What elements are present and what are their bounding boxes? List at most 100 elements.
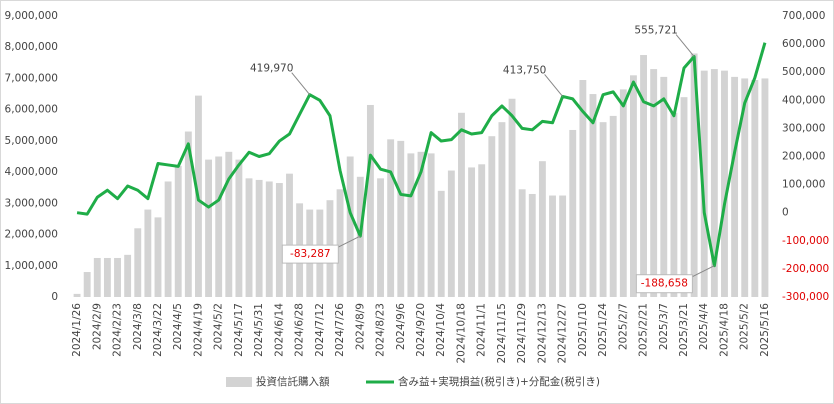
y-tick-label: 8,000,000 [5, 41, 58, 53]
x-tick-label: 2024/6/14 [273, 303, 285, 357]
data-label: -83,287 [290, 248, 331, 260]
bar [670, 112, 678, 298]
label-box [635, 274, 693, 294]
x-tick-label: 2024/9/20 [415, 303, 427, 357]
x-tick-label: 2024/1/26 [71, 303, 83, 357]
y2-tick-label: -300,000 [782, 291, 829, 303]
x-tick-label: 2024/2/23 [112, 303, 124, 357]
bar [417, 151, 425, 297]
bar [488, 136, 496, 297]
bar [731, 76, 739, 297]
bar [599, 122, 607, 298]
bar [255, 179, 263, 297]
x-tick-label: 2024/5/31 [253, 303, 265, 357]
x-tick-label: 2025/5/16 [759, 303, 771, 357]
bar [528, 193, 536, 297]
y2-tick-label: 100,000 [782, 179, 825, 191]
bar [629, 75, 637, 297]
y2-tick-label: 500,000 [782, 66, 825, 78]
legend-label: 投資信託購入額 [256, 375, 330, 388]
leader-line [544, 74, 564, 97]
bar [174, 165, 182, 297]
y2-tick-label: 400,000 [782, 94, 825, 106]
bar [538, 161, 546, 297]
bar [751, 80, 759, 297]
bar [124, 254, 132, 297]
x-tick-label: 2024/2/9 [91, 303, 103, 350]
bar [377, 178, 384, 297]
x-tick-label: 2025/1/24 [597, 303, 609, 357]
y-tick-label: 0 [51, 291, 58, 303]
x-tick-label: 2024/10/4 [435, 303, 447, 357]
bar [468, 167, 476, 297]
x-tick-label: 2025/5/2 [739, 303, 751, 350]
bar [103, 257, 111, 297]
bar [589, 94, 597, 297]
y-tick-label: 6,000,000 [5, 104, 58, 116]
bar [205, 159, 213, 297]
bar [134, 228, 142, 297]
bar [619, 89, 627, 297]
bar [549, 195, 556, 297]
x-tick-label: 2024/11/1 [476, 303, 488, 357]
legend-label: 含み益+実現損益(税引き)+分配金(税引き) [398, 375, 600, 388]
y-tick-label: 5,000,000 [5, 135, 58, 147]
leader-line [675, 34, 695, 57]
bar [235, 159, 243, 297]
x-tick-label: 2024/8/23 [375, 303, 387, 357]
bar [559, 195, 567, 297]
x-tick-label: 2024/10/18 [455, 303, 467, 364]
bar [710, 69, 718, 297]
bar [286, 173, 293, 297]
x-tick-label: 2025/3/7 [658, 303, 670, 350]
bar [478, 164, 486, 297]
bar [407, 153, 415, 297]
bar [114, 257, 121, 297]
data-label: 555,721 [634, 25, 677, 37]
y2-tick-label: 700,000 [782, 10, 825, 22]
y-tick-label: 4,000,000 [5, 166, 58, 178]
y-tick-label: 7,000,000 [5, 72, 58, 84]
y2-tick-label: 300,000 [782, 122, 825, 134]
data-label: -188,658 [641, 278, 688, 290]
x-tick-label: 2024/3/22 [152, 303, 164, 357]
bar [275, 183, 283, 297]
y2-tick-label: 600,000 [782, 38, 825, 50]
bar [579, 80, 587, 297]
y2-tick-label: -100,000 [782, 235, 829, 247]
bar [498, 122, 506, 298]
y-tick-label: 1,000,000 [5, 260, 58, 272]
bar [245, 178, 253, 297]
bar [660, 76, 668, 297]
bar [346, 156, 354, 297]
y2-tick-label: -200,000 [782, 263, 829, 275]
x-tick-label: 2024/11/15 [496, 303, 508, 364]
bar [366, 104, 374, 297]
bar [508, 98, 516, 297]
bar [184, 131, 192, 297]
x-tick-label: 2024/9/6 [395, 303, 407, 350]
bar [437, 190, 445, 297]
bar [640, 55, 647, 298]
bar [154, 217, 162, 297]
x-tick-label: 2024/11/29 [516, 303, 528, 364]
y-tick-label: 2,000,000 [5, 229, 58, 241]
x-tick-label: 2024/12/13 [536, 303, 548, 364]
bar [73, 293, 81, 297]
x-tick-label: 2025/2/7 [617, 303, 629, 350]
bar [690, 53, 698, 297]
bar [265, 181, 273, 297]
x-tick-label: 2025/2/21 [638, 303, 650, 357]
bar [225, 151, 233, 297]
bar [427, 153, 435, 297]
bar [650, 69, 658, 297]
x-tick-label: 2024/5/2 [213, 303, 225, 350]
bar [761, 78, 769, 297]
y-tick-label: 9,000,000 [5, 10, 58, 22]
y2-tick-label: 200,000 [782, 151, 825, 163]
bar [458, 112, 465, 298]
bar [680, 97, 688, 297]
x-tick-label: 2025/1/10 [577, 303, 589, 357]
x-tick-label: 2024/6/28 [294, 303, 306, 357]
